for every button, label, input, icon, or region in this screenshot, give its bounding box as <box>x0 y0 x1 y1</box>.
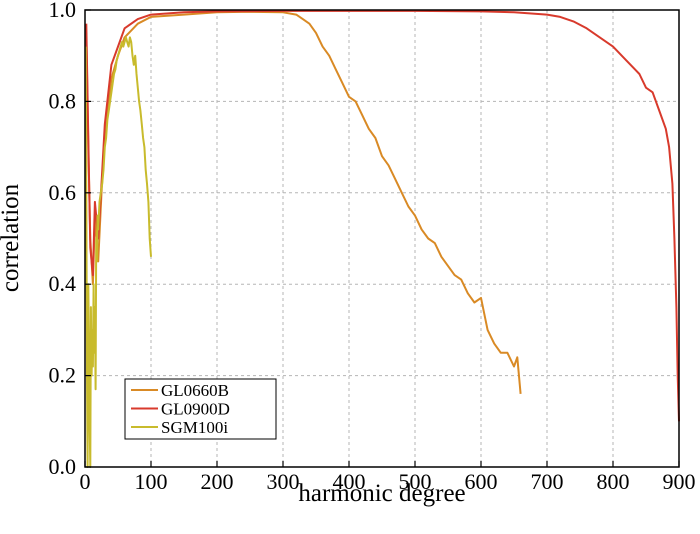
tick-labels: 0 100 200 300 400 500 600 700 800 900 0.0 0.2 0.4 0.6… <box>49 0 696 494</box>
y-tick-label: 1.0 <box>49 0 77 22</box>
x-tick-label: 400 <box>333 469 366 494</box>
x-axis-label: harmonic degree <box>298 480 465 507</box>
x-tick-label: 0 <box>80 469 91 494</box>
x-tick-label: 100 <box>135 469 168 494</box>
y-tick-label: 0.6 <box>49 180 77 205</box>
x-tick-label: 300 <box>267 469 300 494</box>
x-tick-label: 500 <box>399 469 432 494</box>
x-tick-label: 900 <box>663 469 696 494</box>
ticks <box>84 9 680 468</box>
x-tick-label: 200 <box>201 469 234 494</box>
y-tick-label: 0.0 <box>49 454 77 479</box>
y-tick-label: 0.4 <box>49 271 77 296</box>
y-axis-label: correlation <box>0 183 24 292</box>
x-tick-label: 800 <box>597 469 630 494</box>
series-line-gl0900d <box>85 9 680 422</box>
series-line-sgm100i <box>84 36 152 468</box>
x-tick-label: 600 <box>465 469 498 494</box>
series-layer <box>84 9 680 468</box>
legend-label: SGM100i <box>161 418 228 437</box>
legend-label: GL0900D <box>161 400 230 419</box>
y-tick-label: 0.8 <box>49 88 77 113</box>
legend-label: GL0660B <box>161 381 229 400</box>
y-tick-label: 0.2 <box>49 363 77 388</box>
x-tick-label: 700 <box>531 469 564 494</box>
plot-area-frame <box>84 9 680 468</box>
